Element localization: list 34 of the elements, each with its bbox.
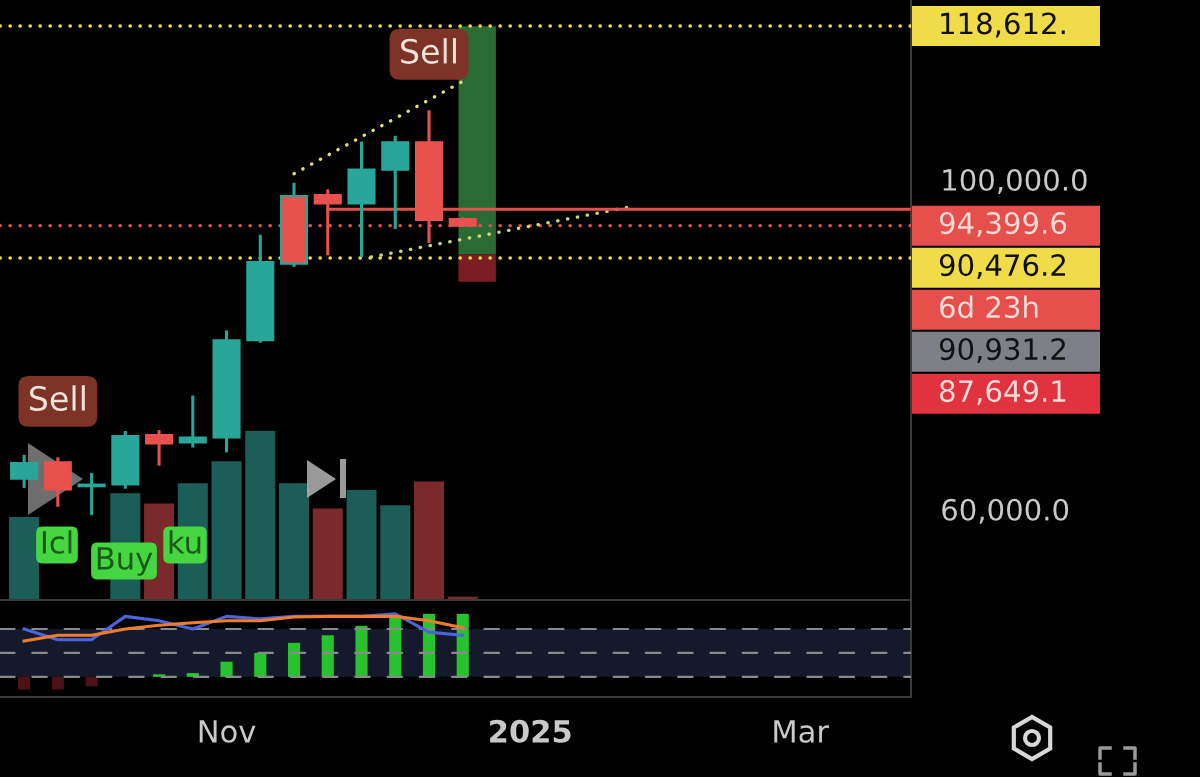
bar (312, 508, 343, 600)
text: 6d 23h (940, 295, 1038, 319)
bar (287, 642, 301, 677)
bar (346, 489, 377, 600)
bar (85, 676, 98, 687)
bar (380, 505, 411, 600)
candlestick (178, 395, 207, 448)
bar (254, 652, 267, 677)
bar (51, 676, 64, 690)
y-tick-label: 100,000.0 (943, 168, 1087, 194)
bar (9, 517, 40, 600)
text: 90,931.2 (939, 338, 1065, 364)
annotation: Icl (42, 530, 72, 554)
ref-line-label: 90,476.2 (939, 254, 1065, 280)
candlestick (145, 430, 174, 466)
bar (245, 430, 276, 600)
bar (220, 661, 233, 677)
bar (413, 481, 444, 600)
ref-line-label: 94,399.6 (939, 212, 1067, 238)
x-tick-label: Mar (774, 720, 829, 743)
annotation: Sell (401, 38, 456, 64)
ref-line-label: 118,612. (941, 12, 1065, 38)
bar (211, 461, 242, 600)
bar (279, 483, 310, 600)
bar (18, 676, 31, 690)
bar (355, 625, 368, 677)
annotation: Sell (29, 385, 85, 412)
text: 87,649.1 (939, 380, 1066, 406)
bar (321, 635, 334, 677)
x-tick-label: 2025 (490, 719, 571, 743)
y-tick-label: 60,000.0 (942, 498, 1069, 524)
annotation: ku (169, 530, 201, 554)
x-tick-label: Nov (199, 720, 256, 743)
annotation: Buy (97, 547, 153, 576)
